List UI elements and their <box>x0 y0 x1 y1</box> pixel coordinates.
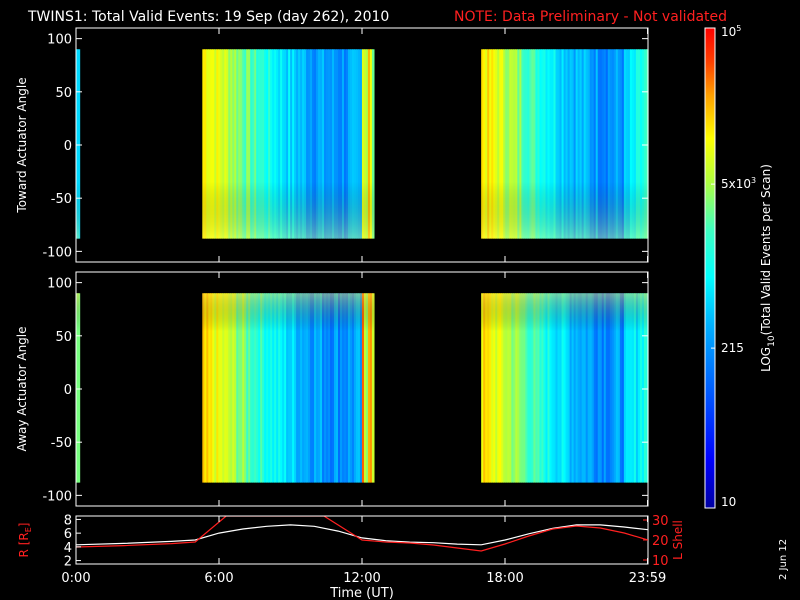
toward-angle-panel: 100 50 0 -50 -100 Toward Actuator Angle <box>15 27 649 263</box>
heatmap-shading <box>202 293 374 483</box>
y-right-tick-label: 10 <box>652 554 669 569</box>
y-tick-label: -50 <box>51 436 72 451</box>
y-tick-label: 8 <box>64 513 72 528</box>
y-tick-label: 0 <box>64 383 72 398</box>
colorbar-tick-label: 5x103 <box>721 176 756 191</box>
colorbar-label: LOG10(Total Valid Events per Scan) <box>759 164 777 372</box>
heatmap-shading <box>481 49 648 239</box>
y-right-tick-label: 20 <box>652 534 669 549</box>
heatmap-shading <box>76 49 80 239</box>
y-tick-label: 0 <box>64 139 72 154</box>
y-axis-label-right: L Shell <box>671 520 685 560</box>
colorbar-gradient <box>704 27 716 509</box>
x-tick-label: 18:00 <box>486 571 523 586</box>
y-tick-label: -50 <box>51 192 72 207</box>
heatmap-block <box>481 293 649 483</box>
lshell-line <box>76 516 648 552</box>
x-tick-label: 6:00 <box>204 571 233 586</box>
y-tick-label: 50 <box>55 330 72 345</box>
y-tick-label: 50 <box>55 86 72 101</box>
heatmap-shading <box>481 293 648 483</box>
heatmap-block <box>202 49 375 239</box>
x-tick-label: 23:59 <box>629 571 666 586</box>
away-angle-panel: 100 50 0 -50 -100 Away Actuator Angle <box>15 271 649 507</box>
y-tick-label: -100 <box>42 489 72 504</box>
y-tick-label: -100 <box>42 245 72 260</box>
colorbar-tick-label: 215 <box>721 341 744 355</box>
y-tick-label: 2 <box>64 555 72 570</box>
y-tick-label: 4 <box>64 541 72 556</box>
x-tick-label: 12:00 <box>343 571 380 586</box>
y-right-tick-label: 30 <box>652 514 669 529</box>
chart-title: TWINS1: Total Valid Events: 19 Sep (day … <box>27 9 389 25</box>
colorbar: 10 215 5x103 105 LOG10(Total Valid Events p… <box>704 24 777 509</box>
heatmap-block <box>76 49 81 239</box>
heatmap-block <box>76 293 81 483</box>
colorbar-tick-label: 105 <box>721 24 741 39</box>
y-axis-label: Away Actuator Angle <box>15 326 29 451</box>
heatmap-shading <box>202 49 374 239</box>
y-axis-label-left: R [RE] <box>17 523 33 558</box>
x-axis-label: Time (UT) <box>329 586 394 600</box>
date-stamp: 2 Jun 12 <box>778 539 789 580</box>
y-tick-label: 100 <box>47 33 72 48</box>
heatmap-shading <box>76 293 80 483</box>
heatmap-block <box>481 49 649 239</box>
y-tick-label: 100 <box>47 277 72 292</box>
radius-line <box>76 524 648 546</box>
y-axis-label: Toward Actuator Angle <box>15 77 29 213</box>
heatmap-block <box>202 293 375 483</box>
x-tick-label: 0:00 <box>61 571 90 586</box>
y-tick-label: 6 <box>64 527 72 542</box>
preliminary-note: NOTE: Data Preliminary - Not validated <box>454 9 727 25</box>
colorbar-tick-label: 10 <box>721 495 736 509</box>
